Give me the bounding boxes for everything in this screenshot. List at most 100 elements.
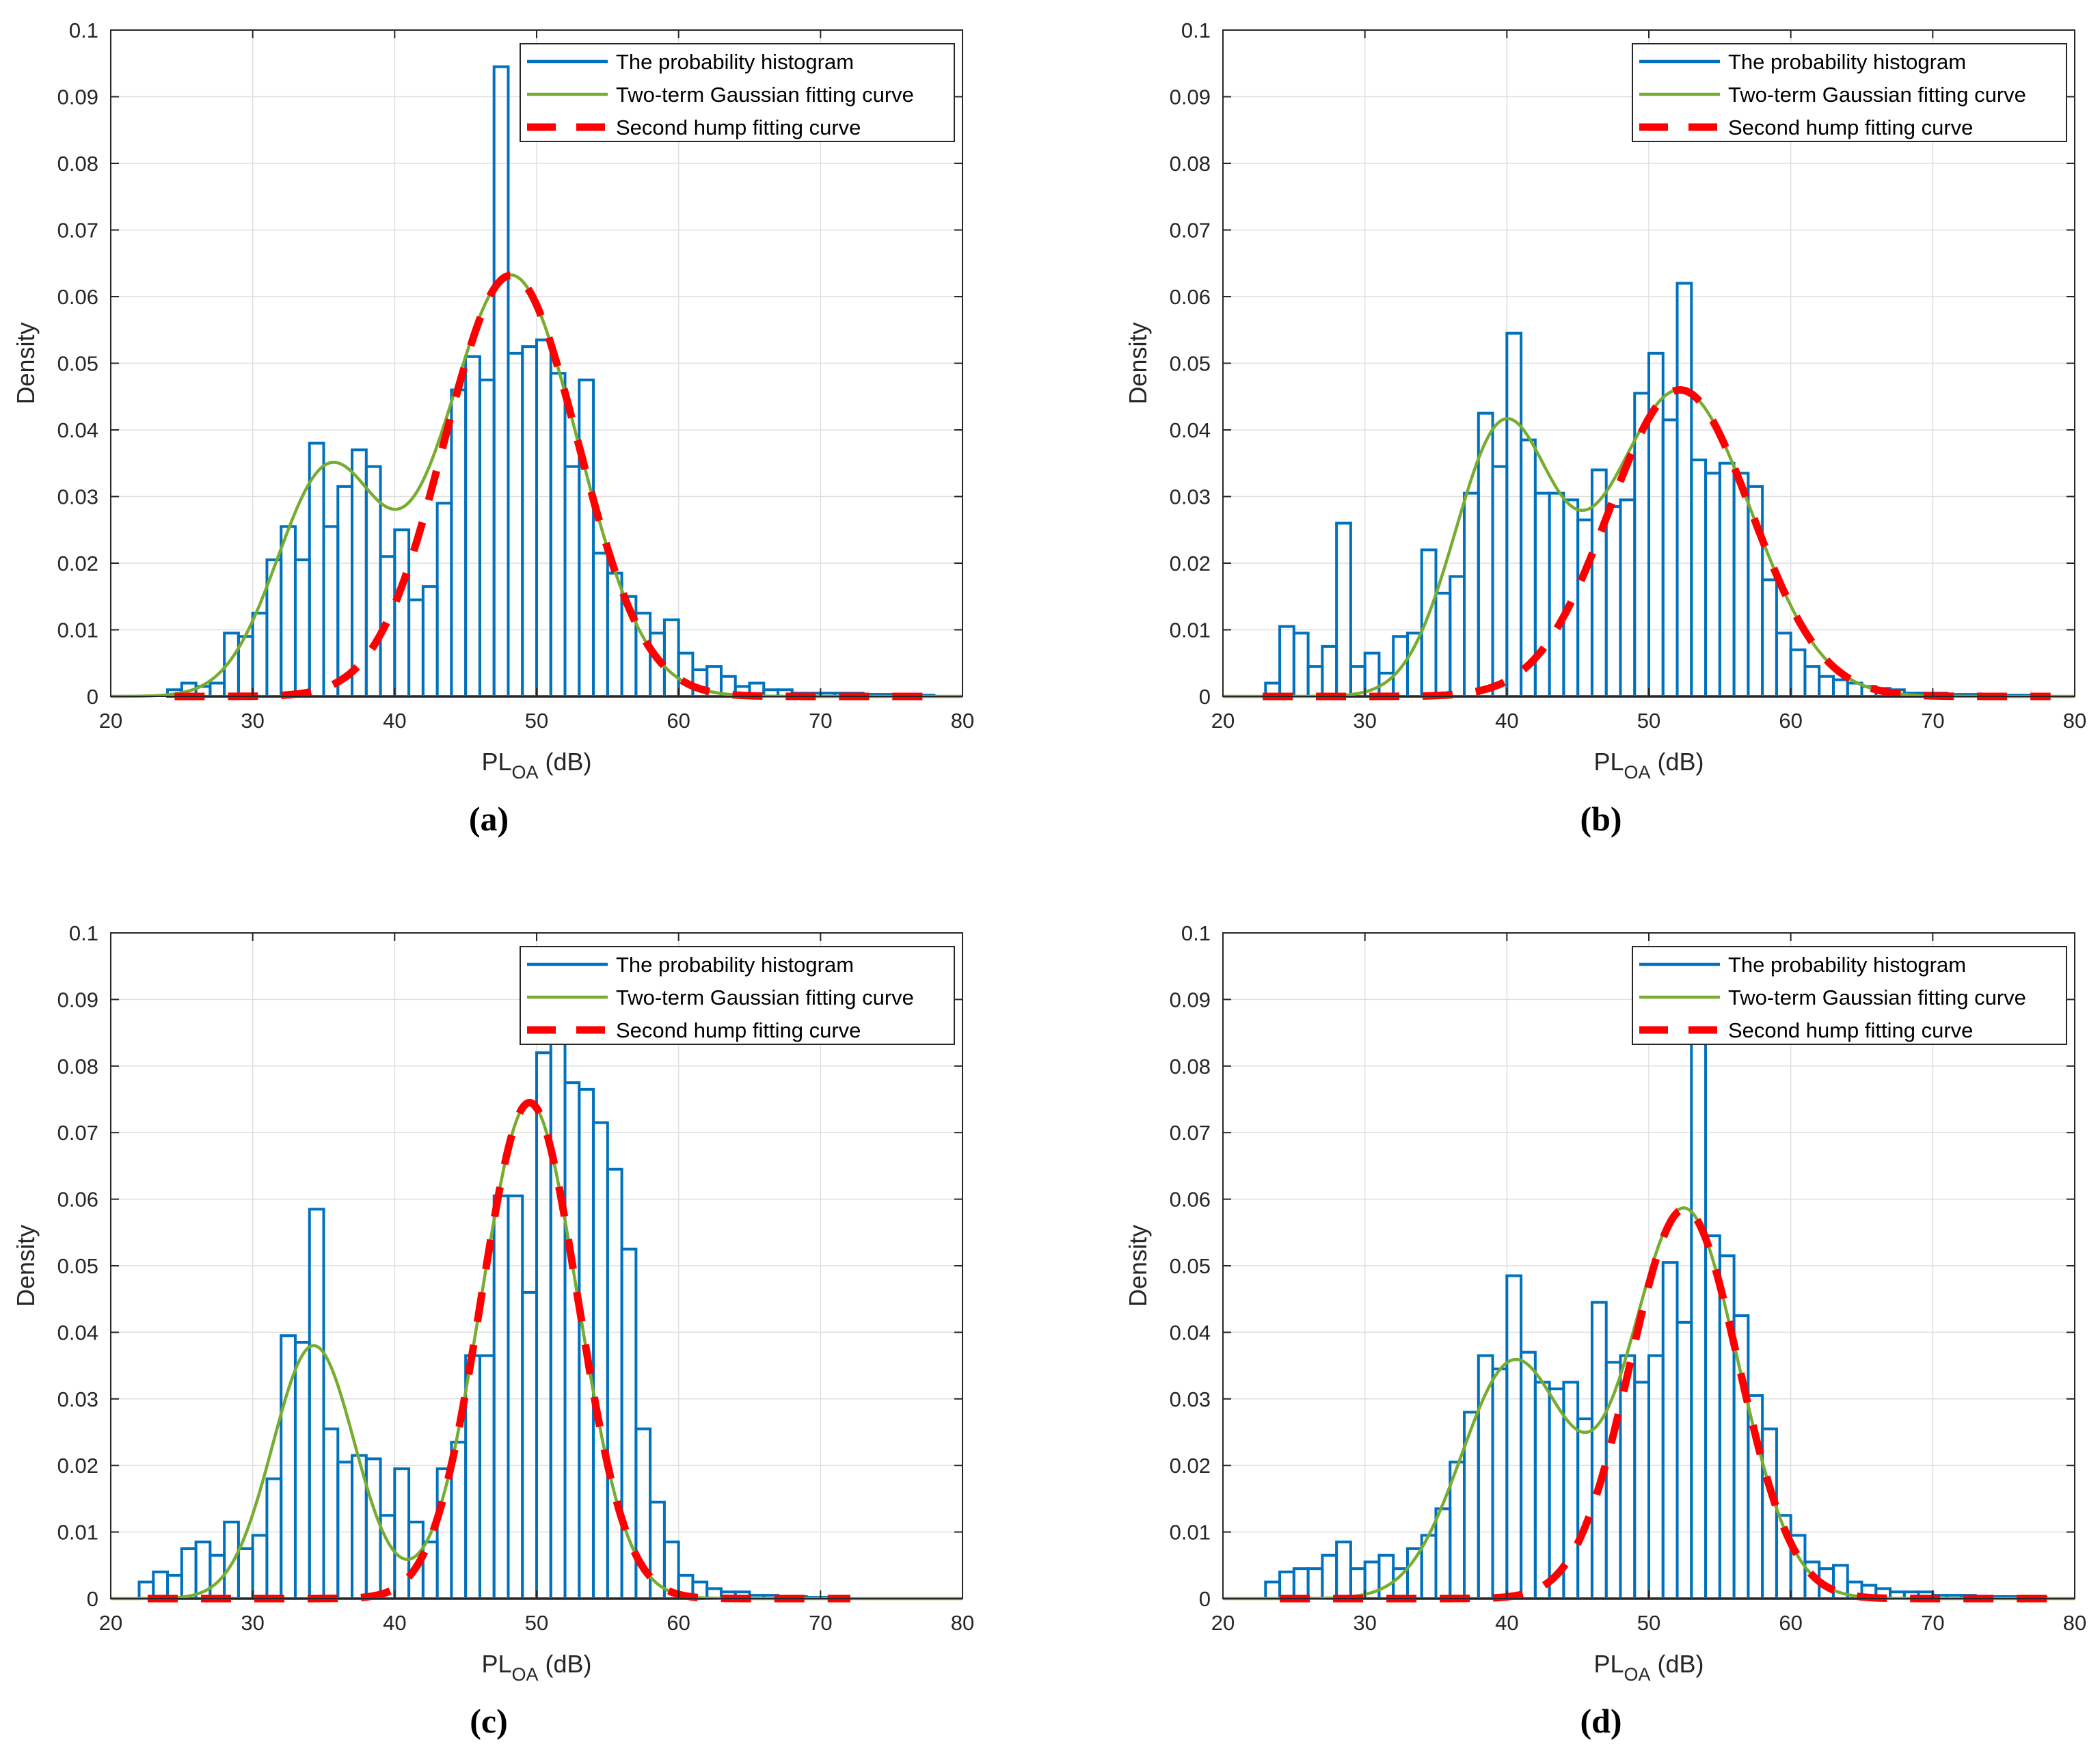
histogram-bar	[1548, 491, 1565, 698]
histogram-bar	[421, 1540, 439, 1600]
histogram-bar	[507, 1194, 524, 1600]
y-tick-label: 0.08	[57, 152, 98, 176]
histogram-bar	[1761, 1427, 1778, 1600]
histogram-bar	[237, 1547, 254, 1600]
histogram-bar	[606, 1167, 623, 1600]
histogram-bar	[1775, 632, 1792, 698]
y-tick-label: 0.02	[57, 1454, 98, 1478]
histogram-bar	[1377, 1553, 1395, 1600]
histogram-bar	[1434, 1507, 1452, 1601]
histogram-bar	[1463, 491, 1480, 698]
x-axis-label-subscript: OA	[1624, 1664, 1651, 1685]
panel-label: (d)	[1580, 1702, 1621, 1740]
y-tick-label: 0.06	[1170, 285, 1211, 309]
y-tick-label: 0.03	[57, 1387, 98, 1411]
histogram-bar	[1491, 1367, 1509, 1600]
histogram-bar	[464, 1354, 481, 1600]
histogram-bar	[563, 1081, 581, 1600]
histogram-bar	[1491, 465, 1509, 698]
x-tick-label: 40	[383, 1611, 406, 1635]
x-axis-label-subscript: OA	[512, 762, 539, 783]
histogram-bar	[308, 1208, 325, 1600]
x-tick-label: 60	[1779, 1611, 1802, 1635]
x-axis-label: PLOA (dB)	[1593, 1650, 1704, 1685]
y-tick-label: 0.04	[57, 418, 98, 442]
x-tick-label: 80	[2063, 1611, 2086, 1635]
histogram-bar	[208, 681, 226, 698]
x-tick-label: 70	[809, 709, 832, 733]
y-tick-label: 0.05	[1170, 1254, 1211, 1278]
histogram-bar	[336, 485, 354, 698]
x-tick-label: 30	[1353, 709, 1376, 733]
y-axis-label: Density	[12, 1225, 40, 1307]
y-tick-label: 0.07	[57, 219, 98, 243]
histogram-bar	[1675, 1320, 1693, 1601]
legend-label: Two-term Gaussian fitting curve	[616, 83, 914, 107]
legend-label: Second hump fitting curve	[616, 1018, 861, 1042]
y-tick-label: 0.08	[1170, 152, 1211, 176]
histogram-bar	[407, 598, 425, 698]
x-tick-label: 50	[525, 709, 548, 733]
chart-panel-d: 20 30 40 50 60 70 80 0 0.01 0.02 0.03 0.04 0.05 0.06 0…	[1124, 921, 2086, 1740]
y-tick-label: 0.06	[1170, 1188, 1211, 1212]
panel-label: (c)	[470, 1702, 508, 1740]
histogram-bar	[606, 571, 623, 698]
histogram-bar	[1306, 1567, 1324, 1600]
panel-label: (a)	[469, 800, 509, 838]
x-tick-label: 40	[383, 709, 406, 733]
x-axis-label: PLOA (dB)	[481, 1650, 591, 1685]
y-tick-label: 0.1	[1181, 18, 1211, 42]
histogram-bar	[1633, 1381, 1651, 1600]
histogram-bar	[677, 651, 695, 698]
histogram-bar	[1647, 1354, 1665, 1600]
histogram-bar	[1321, 1553, 1338, 1600]
histogram-bar	[549, 372, 567, 698]
x-tick-label: 80	[951, 1611, 974, 1635]
histogram-bar	[592, 1121, 609, 1600]
x-axis-label-main: PL	[1593, 748, 1624, 776]
histogram-bar	[1505, 1274, 1523, 1600]
histogram-bar	[364, 1457, 382, 1600]
chart-panel-c: 20 30 40 50 60 70 80 0 0.01 0.02 0.03 0.04 0.05 0.06 0…	[12, 921, 974, 1740]
y-tick-label: 0.08	[57, 1055, 98, 1078]
y-tick-label: 0.02	[57, 552, 98, 575]
histogram-bar	[549, 1008, 567, 1600]
y-axis-label: Density	[1124, 1225, 1152, 1307]
y-tick-label: 0.07	[1170, 1121, 1211, 1145]
y-tick-label: 0.02	[1170, 1454, 1211, 1478]
histogram-bar	[393, 1467, 411, 1601]
histogram-bar	[1590, 1301, 1608, 1600]
x-tick-label: 30	[241, 1611, 264, 1635]
x-tick-label: 80	[951, 709, 974, 733]
legend-label: Second hump fitting curve	[1728, 1018, 1973, 1042]
histogram-bar	[1761, 578, 1778, 698]
histogram-bar	[293, 558, 311, 698]
histogram-bar	[1562, 498, 1580, 698]
histogram-bar	[1576, 1417, 1593, 1601]
x-axis-label-unit: (dB)	[539, 1650, 592, 1678]
y-axis-label: Density	[12, 322, 40, 404]
histogram-bar	[1335, 1540, 1352, 1600]
x-tick-label: 70	[1921, 709, 1944, 733]
y-tick-label: 0.03	[1170, 485, 1211, 509]
x-axis-label-unit: (dB)	[1651, 1650, 1704, 1678]
legend-label: The probability histogram	[1728, 50, 1966, 74]
histogram-bar	[1449, 575, 1466, 698]
x-tick-label: 20	[1211, 709, 1235, 733]
histogram-bar	[265, 1477, 283, 1600]
y-tick-label: 0	[87, 685, 98, 709]
y-tick-label: 0.01	[1170, 619, 1211, 642]
x-tick-label: 30	[241, 709, 264, 733]
x-tick-label: 70	[809, 1611, 832, 1635]
histogram-bar	[535, 338, 552, 698]
histogram-bar	[1392, 1567, 1409, 1600]
panel-label: (b)	[1580, 800, 1621, 838]
histogram-bar	[1292, 632, 1310, 698]
histogram-bar	[1434, 591, 1452, 698]
x-tick-label: 20	[1211, 1611, 1235, 1635]
histogram-bar	[1690, 981, 1708, 1601]
histogram-bar	[1718, 461, 1736, 698]
histogram-bar	[251, 1534, 269, 1600]
y-tick-label: 0	[1199, 1587, 1211, 1611]
x-axis-label-main: PL	[1593, 1650, 1624, 1678]
